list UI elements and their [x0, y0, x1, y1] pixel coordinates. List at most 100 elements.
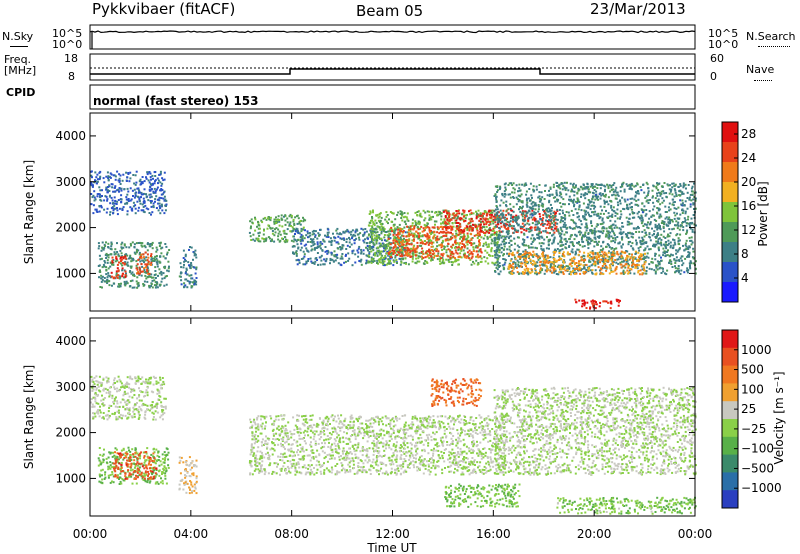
power-cell: [406, 212, 409, 215]
power-cell: [384, 247, 387, 250]
power-cell: [668, 235, 671, 238]
power-cell: [294, 216, 297, 219]
power-cell: [495, 232, 498, 235]
power-cell: [381, 260, 384, 263]
power-cell: [413, 238, 415, 241]
power-cell: [389, 251, 392, 253]
power-cell: [509, 235, 512, 238]
power-cell: [118, 177, 121, 180]
power-cell: [648, 263, 651, 266]
power-cell: [475, 234, 478, 236]
power-cell: [398, 257, 401, 260]
power-cell: [137, 284, 140, 287]
power-cell: [515, 203, 518, 206]
power-cell: [682, 226, 685, 229]
power-cell: [513, 237, 516, 240]
power-cell: [150, 178, 152, 181]
power-cell: [656, 199, 659, 202]
power-cell: [100, 206, 103, 209]
power-cell: [310, 249, 313, 252]
power-cell: [483, 212, 486, 215]
power-cell: [529, 230, 532, 233]
power-cell: [484, 218, 487, 221]
power-cell: [497, 272, 500, 275]
power-cell: [495, 256, 498, 259]
power-cell: [608, 233, 611, 236]
power-cell: [449, 256, 452, 259]
date-title: 23/Mar/2013: [590, 0, 686, 18]
power-cell: [274, 228, 276, 231]
power-cell: [116, 251, 119, 253]
power-cell: [558, 194, 561, 197]
power-cell: [679, 183, 682, 186]
power-cell: [610, 225, 613, 228]
power-cell: [577, 187, 580, 190]
power-cell: [389, 211, 392, 213]
power-cell: [541, 242, 544, 245]
power-cell: [150, 283, 153, 285]
power-cell: [580, 186, 583, 189]
power-cell: [111, 186, 114, 189]
power-cell: [165, 199, 168, 202]
power-cell: [137, 272, 140, 275]
power-cell: [292, 227, 295, 230]
power-cell: [478, 230, 481, 233]
power-cell: [492, 229, 494, 232]
power-cell: [512, 196, 515, 198]
power-cell: [496, 241, 499, 244]
power-cell: [449, 238, 452, 241]
power-cell: [463, 243, 465, 246]
power-cell: [549, 187, 552, 190]
nsearch-label: N.Search: [746, 30, 796, 43]
power-cell: [587, 188, 590, 191]
power-cell: [656, 182, 658, 185]
power-cell: [440, 262, 443, 265]
power-cell: [547, 244, 550, 247]
power-cell: [146, 249, 149, 252]
power-cell: [475, 210, 477, 213]
power-cell: [641, 202, 644, 205]
power-cell: [631, 265, 634, 268]
power-cell: [463, 233, 466, 236]
power-cell: [379, 237, 382, 240]
power-cell: [185, 268, 188, 271]
power-cell: [358, 245, 361, 248]
power-cell: [496, 254, 499, 257]
power-cell: [299, 220, 302, 222]
power-cell: [380, 225, 383, 228]
power-cell: [457, 258, 460, 261]
power-cell: [614, 194, 617, 197]
power-cell: [619, 257, 622, 260]
power-cell: [531, 207, 533, 210]
power-cell: [159, 212, 162, 215]
power-cell: [645, 195, 648, 198]
power-cell: [165, 275, 168, 277]
power-cell: [359, 232, 362, 235]
power-cell: [368, 260, 371, 263]
power-cell: [606, 230, 609, 233]
power-cell: [496, 211, 499, 214]
power-cell: [108, 280, 111, 283]
power-cell: [144, 246, 147, 249]
power-cell: [140, 183, 143, 185]
power-cell: [126, 261, 129, 264]
power-cell: [572, 219, 574, 222]
power-cell: [376, 231, 379, 234]
power-cell: [151, 276, 153, 279]
power-cell: [477, 223, 480, 226]
power-cell: [683, 271, 686, 274]
power-cell: [186, 286, 189, 289]
power-cell: [161, 182, 164, 185]
power-cell: [104, 280, 106, 283]
power-cell: [473, 262, 476, 265]
power-cell: [676, 267, 679, 270]
power-cell: [405, 262, 407, 265]
power-cell: [654, 245, 657, 248]
power-cell: [143, 192, 145, 195]
power-cell: [150, 195, 153, 198]
power-cell: [321, 242, 324, 245]
power-cell: [621, 185, 624, 188]
power-cell: [496, 242, 499, 245]
power-cell: [125, 253, 128, 256]
power-cell: [541, 205, 544, 208]
